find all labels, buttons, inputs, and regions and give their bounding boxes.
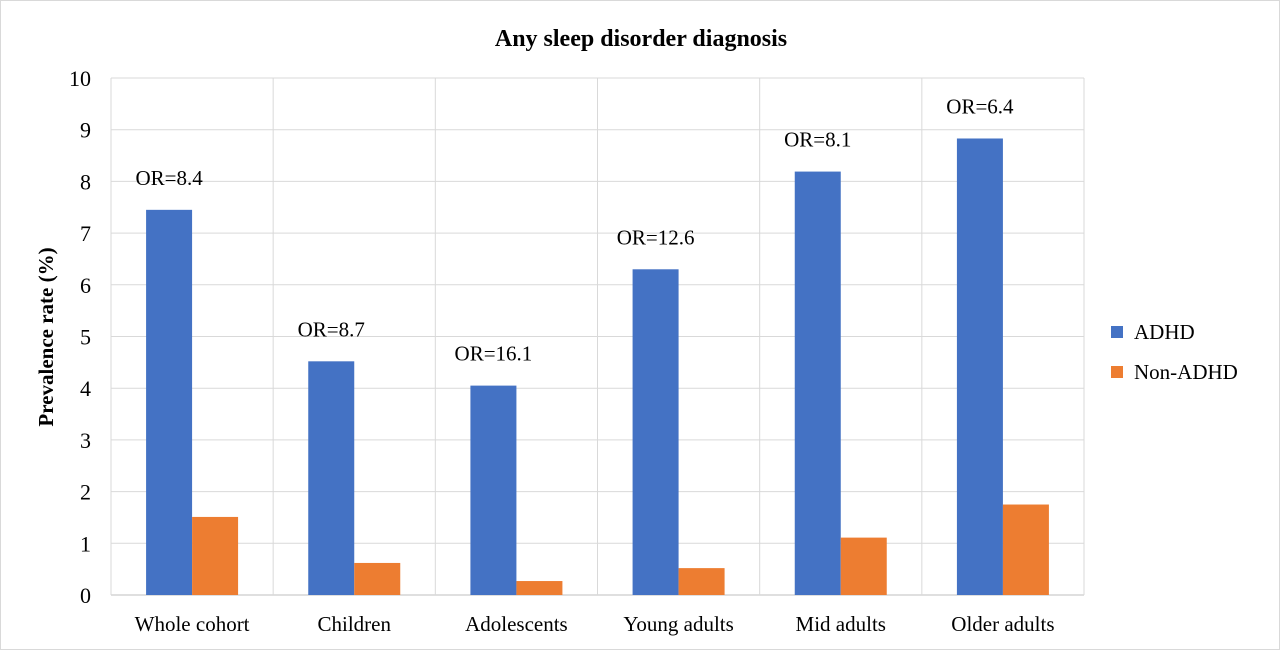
y-tick-label: 3 [80,428,91,453]
odds-ratio-label: OR=8.1 [784,128,851,152]
x-tick-label: Young adults [623,612,733,636]
legend-label: Non-ADHD [1134,360,1238,384]
y-tick-label: 8 [80,169,91,194]
x-tick-label: Children [318,612,392,636]
y-tick-label: 0 [80,583,91,608]
bar-adhd [308,361,355,595]
bar-non-adhd [1002,504,1049,595]
y-tick-label: 9 [80,118,91,143]
y-tick-label: 5 [80,325,91,350]
x-tick-label: Adolescents [465,612,568,636]
y-tick-label: 10 [69,66,91,91]
x-tick-label: Whole cohort [135,612,250,636]
bar-adhd [470,385,517,595]
odds-ratio-label: OR=8.4 [135,166,203,190]
legend-swatch [1111,366,1123,378]
chart-title: Any sleep disorder diagnosis [495,26,787,52]
bar-adhd [632,269,679,595]
y-tick-label: 7 [80,221,91,246]
legend-swatch [1111,326,1123,338]
y-tick-label: 1 [80,531,91,556]
y-tick-label: 6 [80,273,91,298]
bar-adhd [956,138,1003,595]
bar-non-adhd [678,568,725,595]
x-tick-label: Mid adults [796,612,886,636]
legend-label: ADHD [1134,320,1195,344]
odds-ratio-label: OR=6.4 [946,94,1014,118]
bar-non-adhd [192,516,239,595]
bar-non-adhd [840,537,887,595]
bar-adhd [794,171,841,595]
y-tick-label: 2 [80,480,91,505]
odds-ratio-label: OR=8.7 [298,317,365,341]
x-tick-label: Older adults [951,612,1054,636]
odds-ratio-label: OR=16.1 [455,342,533,366]
bar-adhd [146,209,193,595]
y-tick-label: 4 [80,376,91,401]
y-axis-label: Prevalence rate (%) [34,247,58,426]
bar-non-adhd [354,562,401,595]
bar-non-adhd [516,581,563,595]
odds-ratio-label: OR=12.6 [617,225,695,249]
